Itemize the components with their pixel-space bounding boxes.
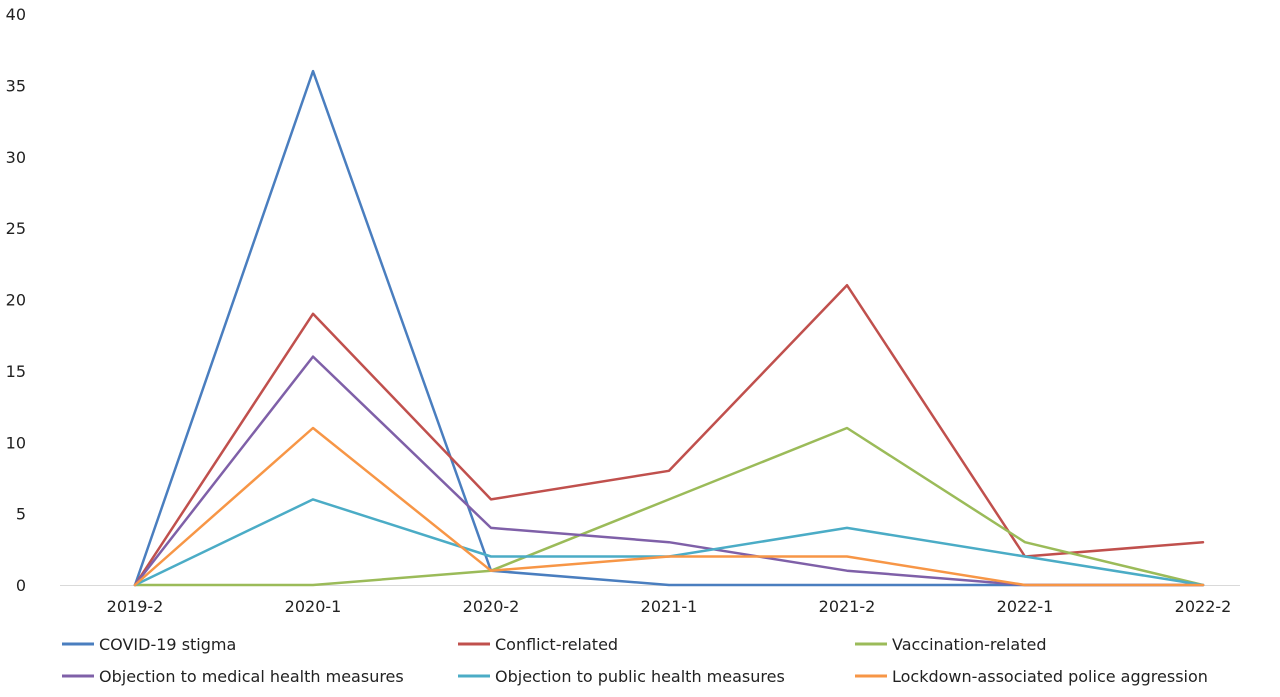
x-tick-label: 2020-1 bbox=[285, 597, 342, 616]
y-tick-label: 20 bbox=[6, 291, 26, 310]
series-line bbox=[133, 426, 1205, 587]
legend: COVID-19 stigma Conflict-related Vaccinati… bbox=[62, 635, 1208, 686]
x-tick-label: 2022-2 bbox=[1175, 597, 1232, 616]
legend-label: Objection to public health measures bbox=[495, 667, 785, 686]
legend-label: Objection to medical health measures bbox=[99, 667, 404, 686]
y-tick-label: 5 bbox=[16, 505, 26, 524]
x-tick-label: 2022-1 bbox=[997, 597, 1054, 616]
y-tick-label: 35 bbox=[6, 76, 26, 95]
y-tick-label: 40 bbox=[6, 5, 26, 24]
y-tick-label: 10 bbox=[6, 433, 26, 452]
legend-label: COVID-19 stigma bbox=[99, 635, 236, 654]
series-layer bbox=[133, 69, 1205, 587]
x-axis: 2019-2 2020-1 2020-2 2021-1 2021-2 2022-1 2022… bbox=[60, 585, 1240, 616]
legend-label: Vaccination-related bbox=[892, 635, 1047, 654]
x-tick-label: 2020-2 bbox=[463, 597, 520, 616]
x-tick-label: 2019-2 bbox=[107, 597, 164, 616]
series-line bbox=[133, 426, 1205, 587]
y-tick-label: 25 bbox=[6, 219, 26, 238]
y-tick-label: 0 bbox=[16, 576, 26, 595]
legend-label: Lockdown-associated police aggression bbox=[892, 667, 1208, 686]
series-line bbox=[133, 283, 1205, 587]
x-tick-label: 2021-1 bbox=[641, 597, 698, 616]
legend-label: Conflict-related bbox=[495, 635, 618, 654]
x-tick-label: 2021-2 bbox=[819, 597, 876, 616]
y-tick-label: 15 bbox=[6, 362, 26, 381]
y-axis: 0 5 10 15 20 25 30 35 40 bbox=[6, 5, 26, 595]
y-tick-label: 30 bbox=[6, 148, 26, 167]
